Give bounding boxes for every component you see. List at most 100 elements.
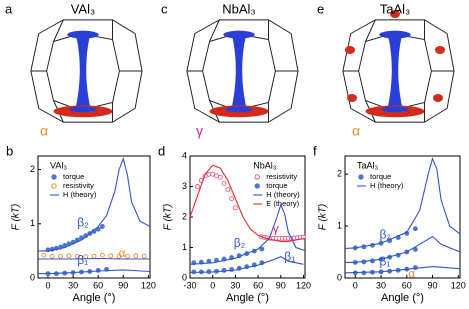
legend-label: H (theory) [370,181,404,190]
y-tick-label: 1 [337,220,342,230]
legend-label: resistivity [266,172,297,181]
x-tick-label: 0 [210,280,215,290]
pocket [390,10,400,18]
y-tick-label: 2 [182,211,187,221]
legend-label: torque [370,172,391,181]
chart-title: NbAl₃ [253,160,277,170]
data-point [225,187,231,193]
panel-label: e [317,1,324,16]
x-tick-label: 120 [141,280,156,290]
theory-line [38,156,151,275]
y-tick-label: 0 [182,272,187,282]
x-axis-label: Angle (°) [226,292,269,304]
panel-label: a [5,1,13,16]
y-tick-label: 0 [30,272,35,282]
x-axis-label: Angle (°) [73,292,116,304]
brillouin-zone [342,19,455,123]
orbit-label: β₁ [88,74,98,86]
theory-line [189,164,306,242]
x-tick-label: 30 [230,280,240,290]
data-point [259,246,265,252]
theory-line [344,156,461,274]
x-tick-label: 90 [276,280,286,290]
orbit-label: α [40,123,48,139]
orbit-label: β₂ [400,49,411,61]
brillouin-zone [30,19,143,123]
pocket [435,46,445,54]
y-axis-label: F (kT) [318,204,329,230]
data-point [195,184,201,189]
data-point [108,253,114,259]
orbit-label: β₁ [400,74,410,86]
y-tick-label: 2 [337,169,342,179]
orbit-label: β₁ [244,74,254,86]
y-tick-label: 1 [30,218,35,228]
plot-frame [344,155,461,279]
legend-label: H (theory) [63,190,97,199]
orbit-label: γ [196,123,203,139]
x-tick-label: 0 [353,280,358,290]
data-point [66,253,72,259]
data-point [232,205,238,211]
x-axis-label: Angle (°) [381,292,424,304]
data-point [41,252,47,258]
panel-title: NbAl₃ [222,1,255,16]
panel-title: VAl₃ [71,1,96,16]
x-tick-label: 120 [296,280,311,290]
data-point [116,253,122,259]
pocket [347,94,357,102]
data-point [221,180,227,186]
legend-swatch [358,174,364,180]
brillouin-zone [186,19,299,123]
annotation: β₁ [284,249,295,263]
chart-title: VAl₃ [50,160,67,170]
legend-label: H (theory) [266,190,300,199]
legend-swatch [51,174,57,180]
annotation: β₂ [380,227,392,241]
annotation: β₂ [234,236,246,250]
legend-label: resistivity [63,181,94,190]
x-tick-label: 90 [118,280,128,290]
orbit-label: α [352,123,360,139]
legend-label: torque [63,172,84,181]
legend-label: E (theory) [266,199,299,208]
y-axis-label: F (kT) [11,204,22,230]
chart-title: TaAl₃ [357,160,379,170]
data-point [229,196,235,202]
legend-swatch [254,174,260,180]
orbit-label: β₂ [88,49,99,61]
data-point [99,252,105,258]
x-tick-label: 60 [93,280,103,290]
plot-frame [37,155,151,279]
x-tick-label: 90 [428,280,438,290]
data-point [58,253,64,259]
annotation: β₁ [380,254,391,268]
x-tick-label: 60 [402,280,412,290]
panel-label: d [158,143,165,158]
y-tick-label: 1 [182,242,187,252]
annotation: β₁ [77,253,88,267]
data-point [141,253,147,259]
x-tick-label: 30 [376,280,386,290]
x-tick-label: 60 [253,280,263,290]
legend-label: torque [266,181,287,190]
data-point [99,224,105,229]
legend-swatch [51,183,57,189]
annotation: α [119,246,126,260]
panel-label: c [161,1,168,16]
annotation: β₂ [77,215,89,229]
pocket [345,46,355,54]
x-tick-label: 30 [68,280,78,290]
theory-line [189,203,306,274]
data-point [412,226,418,232]
x-tick-label: 0 [46,280,51,290]
x-tick-label: 120 [451,280,466,290]
legend-swatch [254,183,260,189]
x-tick-label: -30 [183,280,196,290]
pocket [433,94,443,102]
y-axis-label: F (kT) [163,204,174,230]
annotation: γ [273,221,279,235]
data-point [91,253,97,259]
y-tick-label: 4 [182,150,187,160]
y-tick-label: 0 [337,272,342,282]
